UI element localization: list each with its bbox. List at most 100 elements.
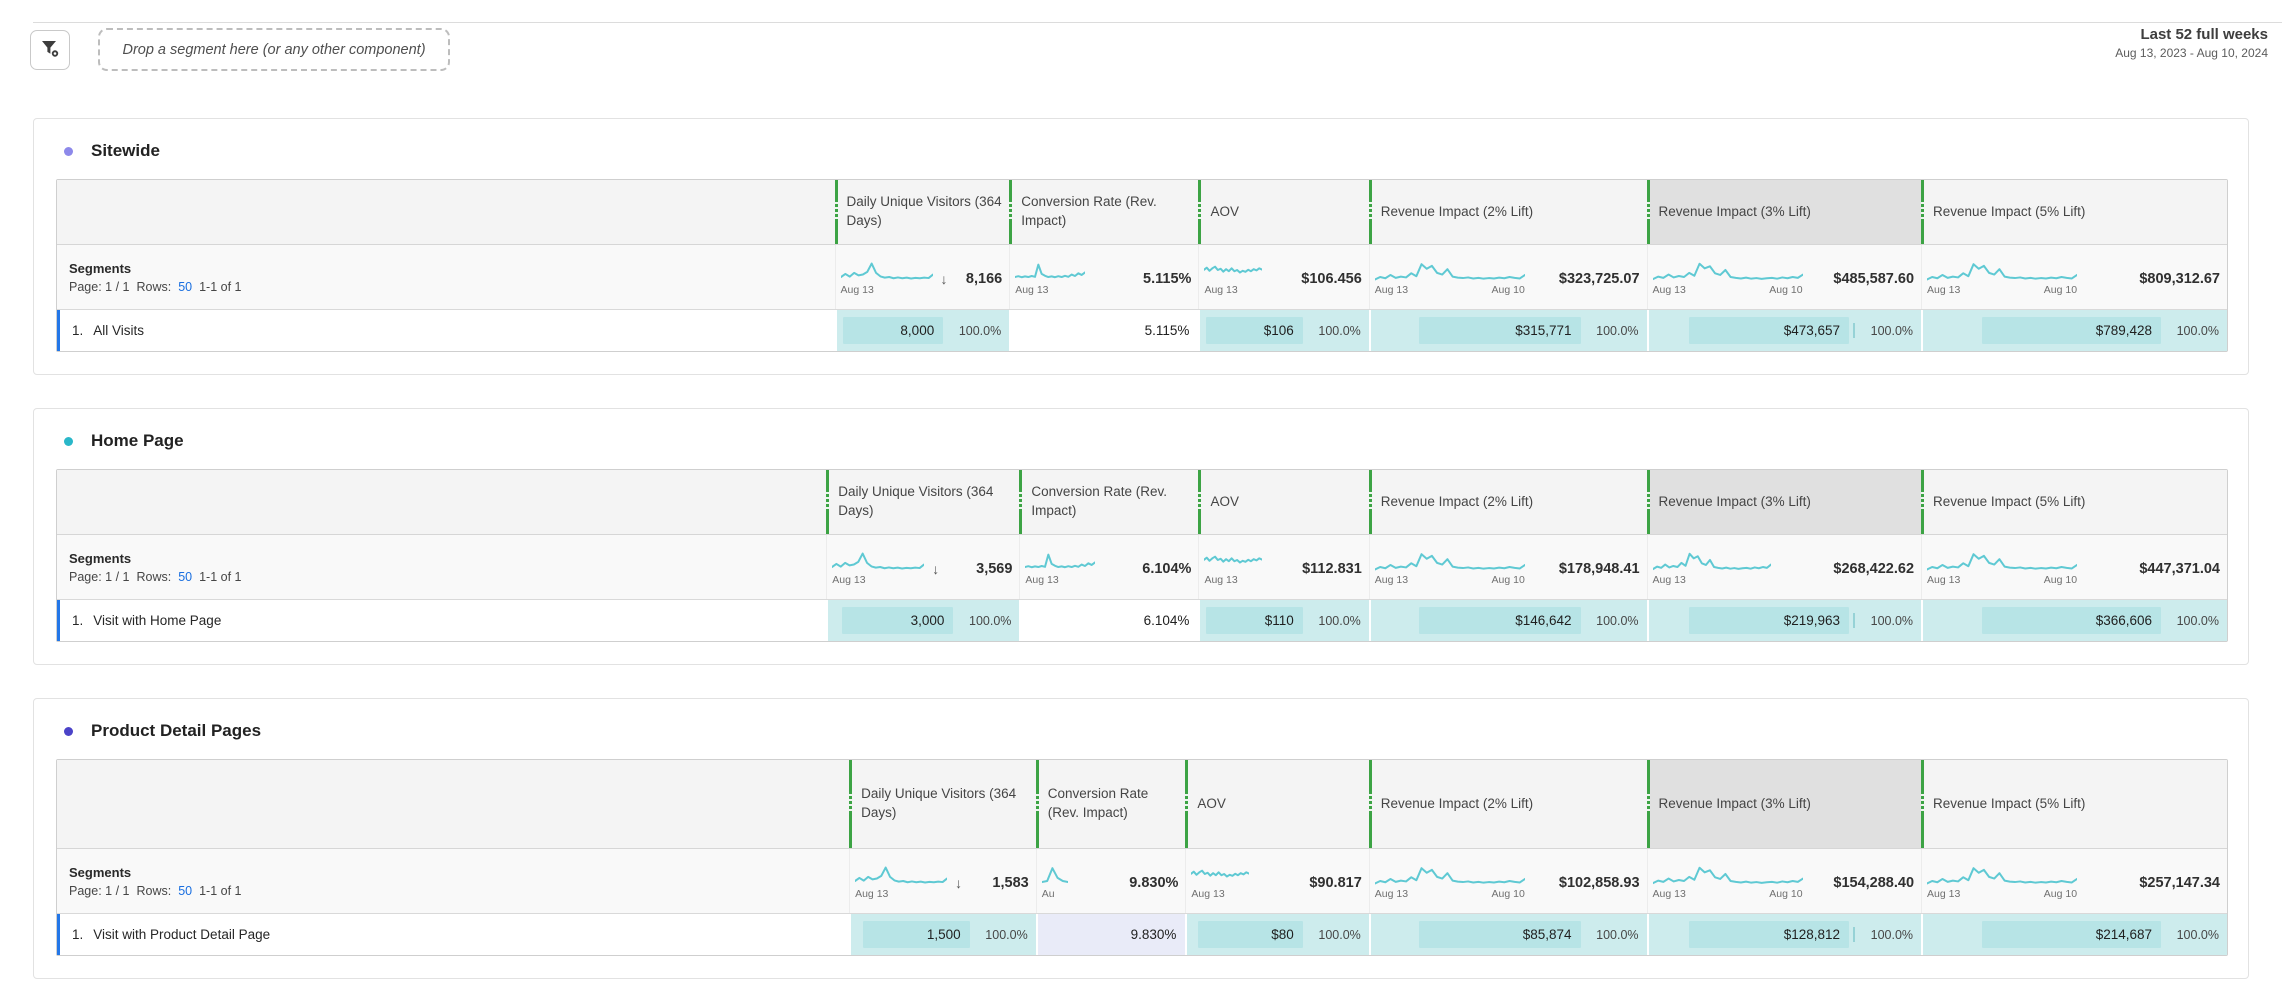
sparkline-chart: Aug 13 Aug 10	[1927, 261, 2078, 297]
column-header-revenue-impact-3pct[interactable]: Revenue Impact (3% Lift)	[1646, 180, 1922, 244]
column-header-revenue-impact-2pct[interactable]: Revenue Impact (2% Lift)	[1368, 470, 1647, 534]
cell-revenue-impact-3pct[interactable]: $128,812 100.0%	[1646, 914, 1922, 955]
column-header-revenue-impact-5pct[interactable]: Revenue Impact (5% Lift)	[1921, 180, 2227, 244]
summary-cell-conversion-rate[interactable]: Aug 13 5.115%	[1009, 245, 1198, 309]
summary-cell-aov[interactable]: Aug 13 $106.456	[1198, 245, 1368, 309]
column-header-daily-unique-visitors[interactable]: Daily Unique Visitors (364 Days)	[826, 470, 1019, 534]
summary-cell-revenue-impact-2pct[interactable]: Aug 13 Aug 10 $178,948.41	[1368, 535, 1647, 599]
segments-label: Segments	[69, 260, 132, 276]
cell-value: $789,428	[1982, 317, 2161, 344]
spark-axis-start: Aug 13	[1374, 887, 1409, 900]
freeform-table: Daily Unique Visitors (364 Days) Convers…	[56, 179, 2228, 352]
cell-aov[interactable]: $110 100.0%	[1198, 600, 1369, 641]
cell-revenue-impact-3pct[interactable]: $219,963 100.0%	[1646, 600, 1922, 641]
spark-axis-start: Aug 13	[1204, 573, 1238, 586]
cell-daily-unique-visitors[interactable]: 1,500 100.0%	[849, 914, 1036, 955]
rows-per-page-dropdown[interactable]: 50	[178, 883, 193, 898]
cell-revenue-impact-5pct[interactable]: $366,606 100.0%	[1921, 600, 2227, 641]
column-header-aov[interactable]: AOV	[1198, 470, 1368, 534]
cell-percent: 100.0%	[1318, 323, 1361, 338]
cell-value: $80	[1197, 921, 1303, 948]
summary-cell-revenue-impact-5pct[interactable]: Aug 13 Aug 10 $257,147.34	[1921, 849, 2227, 913]
panel-title-row: Product Detail Pages	[64, 721, 2228, 741]
segment-name: Visit with Home Page	[93, 613, 222, 628]
cell-revenue-impact-5pct[interactable]: $214,687 100.0%	[1921, 914, 2227, 955]
column-header-revenue-impact-2pct[interactable]: Revenue Impact (2% Lift)	[1368, 180, 1647, 244]
segment-row-name[interactable]: 1. Visit with Product Detail Page	[57, 914, 849, 955]
summary-cell-revenue-impact-5pct[interactable]: Aug 13 Aug 10 $447,371.04	[1921, 535, 2227, 599]
rows-per-page-dropdown[interactable]: 50	[178, 279, 193, 294]
page-indicator: Page: 1 / 1	[69, 569, 130, 584]
cell-daily-unique-visitors[interactable]: 3,000 100.0%	[826, 600, 1020, 641]
cell-percent: 100.0%	[1870, 613, 1914, 628]
segment-row-name[interactable]: 1. All Visits	[57, 310, 835, 351]
spark-axis-start: Aug 13	[1652, 573, 1686, 586]
summary-cell-daily-unique-visitors[interactable]: Aug 13 ↓ 1,583	[849, 849, 1036, 913]
column-header-conversion-rate[interactable]: Conversion Rate (Rev. Impact)	[1009, 180, 1198, 244]
cell-value: $128,812	[1689, 921, 1850, 948]
table-pagination: Page: 1 / 1 Rows: 50 1-1 of 1	[69, 884, 849, 898]
sparkline-chart: Aug 13 Aug 10	[1927, 551, 2078, 587]
segments-summary-row: Segments Page: 1 / 1 Rows: 50 1-1 of 1 A…	[57, 535, 2227, 600]
cell-revenue-impact-5pct[interactable]: $789,428 100.0%	[1921, 310, 2227, 351]
column-header-daily-unique-visitors[interactable]: Daily Unique Visitors (364 Days)	[834, 180, 1010, 244]
cell-revenue-impact-2pct[interactable]: $315,771 100.0%	[1368, 310, 1647, 351]
cell-revenue-impact-3pct[interactable]: $473,657 100.0%	[1646, 310, 1922, 351]
cell-aov[interactable]: $80 100.0%	[1185, 914, 1369, 955]
summary-total-value: 1,583	[992, 874, 1029, 891]
sparkline-chart: Aug 13 Aug 10	[1652, 261, 1803, 297]
panel-title[interactable]: Home Page	[91, 431, 184, 450]
cell-value: $473,657	[1689, 317, 1850, 344]
cell-value: 6.104%	[1143, 613, 1190, 628]
top-divider	[33, 22, 2282, 23]
sparkline-chart: Aug 13	[1191, 865, 1249, 901]
spark-axis-start: Aug 13	[1927, 283, 1961, 296]
freeform-table: Daily Unique Visitors (364 Days) Convers…	[56, 759, 2228, 956]
summary-cell-revenue-impact-3pct[interactable]: Aug 13 Aug 10 $154,288.40	[1646, 849, 1922, 913]
segment-drop-zone[interactable]: Drop a segment here (or any other compon…	[98, 28, 450, 71]
segment-filter-button[interactable]	[30, 30, 70, 70]
summary-cell-daily-unique-visitors[interactable]: Aug 13 ↓ 3,569	[826, 535, 1019, 599]
summary-cell-revenue-impact-2pct[interactable]: Aug 13 Aug 10 $323,725.07	[1368, 245, 1647, 309]
summary-cell-aov[interactable]: Aug 13 $112.831	[1198, 535, 1368, 599]
column-header-revenue-impact-5pct[interactable]: Revenue Impact (5% Lift)	[1921, 470, 2227, 534]
cell-percent: 100.0%	[969, 613, 1012, 628]
column-header-daily-unique-visitors[interactable]: Daily Unique Visitors (364 Days)	[849, 760, 1036, 848]
cell-percent: 100.0%	[1318, 613, 1361, 628]
date-range-control[interactable]: Last 52 full weeks Aug 13, 2023 - Aug 10…	[2115, 26, 2268, 60]
summary-cell-conversion-rate[interactable]: Aug 13 6.104%	[1019, 535, 1198, 599]
cell-conversion-rate[interactable]: 9.830%	[1035, 914, 1186, 955]
analysis-panel: Sitewide Daily Unique Visitors (364 Days…	[33, 118, 2249, 375]
summary-cell-revenue-impact-5pct[interactable]: Aug 13 Aug 10 $809,312.67	[1921, 245, 2227, 309]
cell-daily-unique-visitors[interactable]: 8,000 100.0%	[834, 310, 1010, 351]
column-header-aov[interactable]: AOV	[1198, 180, 1368, 244]
summary-cell-conversion-rate[interactable]: Au 9.830%	[1035, 849, 1186, 913]
header-segments-spacer	[57, 180, 835, 244]
summary-cell-revenue-impact-3pct[interactable]: Aug 13 $268,422.62	[1646, 535, 1922, 599]
cell-value: $315,771	[1418, 317, 1581, 344]
column-header-revenue-impact-3pct[interactable]: Revenue Impact (3% Lift)	[1646, 760, 1922, 848]
segment-row-name[interactable]: 1. Visit with Home Page	[57, 600, 826, 641]
panel-title[interactable]: Sitewide	[91, 141, 160, 160]
cell-conversion-rate[interactable]: 6.104%	[1019, 600, 1199, 641]
panel-title[interactable]: Product Detail Pages	[91, 721, 262, 740]
summary-cell-aov[interactable]: Aug 13 $90.817	[1185, 849, 1368, 913]
row-index: 1.	[72, 323, 84, 338]
cell-conversion-rate[interactable]: 5.115%	[1009, 310, 1199, 351]
cell-revenue-impact-2pct[interactable]: $85,874 100.0%	[1368, 914, 1647, 955]
rows-per-page-dropdown[interactable]: 50	[178, 569, 193, 584]
summary-cell-daily-unique-visitors[interactable]: Aug 13 ↓ 8,166	[834, 245, 1010, 309]
cell-revenue-impact-2pct[interactable]: $146,642 100.0%	[1368, 600, 1647, 641]
summary-cell-revenue-impact-3pct[interactable]: Aug 13 Aug 10 $485,587.60	[1646, 245, 1922, 309]
column-header-revenue-impact-2pct[interactable]: Revenue Impact (2% Lift)	[1368, 760, 1647, 848]
column-header-revenue-impact-3pct[interactable]: Revenue Impact (3% Lift)	[1646, 470, 1922, 534]
column-header-revenue-impact-5pct[interactable]: Revenue Impact (5% Lift)	[1921, 760, 2227, 848]
column-header-conversion-rate[interactable]: Conversion Rate (Rev. Impact)	[1019, 470, 1198, 534]
cell-aov[interactable]: $106 100.0%	[1198, 310, 1369, 351]
summary-cell-revenue-impact-2pct[interactable]: Aug 13 Aug 10 $102,858.93	[1368, 849, 1647, 913]
summary-total-value: $112.831	[1302, 560, 1362, 577]
cell-value: $366,606	[1982, 607, 2161, 634]
column-header-aov[interactable]: AOV	[1185, 760, 1368, 848]
column-header-conversion-rate[interactable]: Conversion Rate (Rev. Impact)	[1035, 760, 1186, 848]
rows-label: Rows:	[136, 883, 172, 898]
